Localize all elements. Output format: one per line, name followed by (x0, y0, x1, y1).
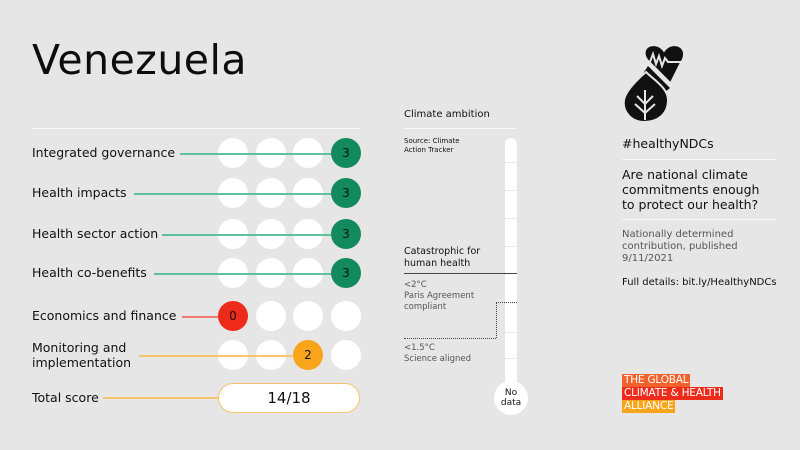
score-badge: 3 (331, 258, 361, 288)
question-line: to protect our health? (622, 197, 759, 212)
catastrophic-line: Catastrophic for (404, 246, 481, 257)
paris-threshold-dotted-line (496, 302, 497, 338)
source-line: Action Tracker (404, 146, 454, 154)
catastrophic-line: human health (404, 258, 471, 269)
label-line: implementation (32, 355, 132, 370)
thermometer-tick (505, 332, 517, 333)
score-row-label: Health co-benefits (32, 265, 147, 280)
score-connector-line (154, 273, 331, 275)
score-connector-line (134, 193, 331, 195)
empty-score-dot (331, 301, 361, 331)
empty-score-dot (293, 301, 323, 331)
score-row-label: Health impacts (32, 185, 127, 200)
headline-question: Are national climate commitments enough … (622, 167, 759, 212)
science-line: Science aligned (404, 354, 471, 364)
score-connector-line (162, 234, 331, 236)
catastrophic-threshold-line (404, 273, 517, 274)
paris-threshold-dotted-line (496, 302, 517, 303)
paris-line: compliant (404, 302, 447, 312)
hashtag: #healthyNDCs (622, 136, 714, 151)
ndc-date: 9/11/2021 (622, 253, 674, 264)
score-badge: 3 (331, 178, 361, 208)
thermometer-tick (505, 162, 517, 163)
science-line: <1.5°C (404, 343, 435, 353)
paris-line: Paris Agreement (404, 291, 475, 301)
score-row-label: Integrated governance (32, 145, 176, 160)
full-details-link[interactable]: Full details: bit.ly/HealthyNDCs (622, 277, 777, 288)
logo-line: CLIMATE & HEALTH (622, 387, 723, 400)
thermometer-track (505, 138, 517, 388)
catastrophic-label: Catastrophic for human health (404, 246, 480, 270)
science-threshold-dotted-line (404, 338, 496, 339)
climate-ambition-title: Climate ambition (404, 109, 490, 120)
science-aligned-label: <1.5°C Science aligned (404, 343, 471, 365)
ndc-line: contribution, published (622, 241, 738, 252)
empty-score-dot (331, 340, 361, 370)
score-row-label: Monitoring and implementation (32, 340, 131, 370)
score-badge: 2 (293, 340, 323, 370)
divider (622, 159, 776, 160)
total-score-value: 14/18 (218, 383, 360, 413)
thermometer-tick (505, 218, 517, 219)
paris-label: <2°C Paris Agreement compliant (404, 280, 474, 313)
thermometer-tick (505, 190, 517, 191)
divider (622, 219, 776, 220)
total-connector-line (103, 397, 219, 399)
rating-line: No (504, 388, 518, 398)
divider (404, 128, 517, 129)
score-badge: 0 (218, 301, 248, 331)
score-connector-line (180, 153, 331, 155)
rating-line: data (500, 398, 522, 408)
paris-line: <2°C (404, 280, 427, 290)
source-line: Source: Climate (404, 137, 460, 145)
score-row-label: Health sector action (32, 226, 159, 241)
logo-line: THE GLOBAL (622, 374, 691, 387)
score-badge: 3 (331, 219, 361, 249)
score-row-label: Economics and finance (32, 308, 177, 323)
divider (32, 128, 360, 129)
ndc-publication-info: Nationally determined contribution, publ… (622, 229, 738, 265)
total-score-label: Total score (32, 390, 99, 405)
score-badge: 3 (331, 138, 361, 168)
country-title: Venezuela (32, 36, 248, 84)
empty-score-dot (256, 301, 286, 331)
thermometer-tick (505, 246, 517, 247)
question-line: commitments enough (622, 182, 760, 197)
thermometer-bulb-rating: No data (494, 381, 528, 415)
question-line: Are national climate (622, 167, 748, 182)
gcha-logo: THE GLOBAL CLIMATE & HEALTH ALLIANCE (622, 374, 723, 413)
logo-line: ALLIANCE (622, 400, 676, 413)
climate-ambition-source: Source: Climate Action Tracker (404, 137, 460, 155)
score-connector-line (182, 316, 218, 318)
label-line: Monitoring and (32, 340, 127, 355)
score-connector-line (139, 355, 293, 357)
heart-leaf-icon (620, 44, 694, 124)
ndc-line: Nationally determined (622, 229, 734, 240)
thermometer-tick (505, 358, 517, 359)
